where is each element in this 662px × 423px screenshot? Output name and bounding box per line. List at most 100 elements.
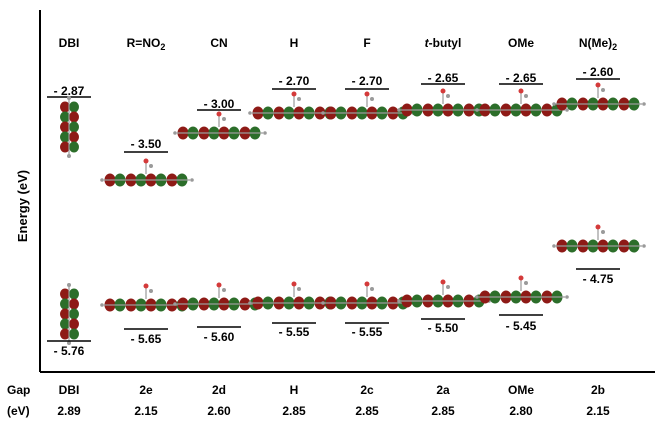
gap-compound-label: H: [290, 383, 299, 397]
substituent-atom: [440, 279, 446, 285]
orbital-lobe: [60, 101, 70, 113]
substituent-atom: [216, 111, 222, 117]
terminal-atom: [263, 131, 267, 135]
terminal-atom: [565, 108, 569, 112]
gap-value: 2.89: [57, 404, 81, 418]
terminal-atom: [173, 131, 177, 135]
terminal-atom: [67, 283, 71, 287]
column-header: H: [290, 36, 299, 50]
terminal-atom: [642, 244, 646, 248]
substituent-atom: [222, 288, 226, 292]
column-header: OMe: [508, 36, 534, 50]
gap-compound-label: DBI: [59, 383, 80, 397]
substituent-atom: [524, 281, 528, 285]
orbital-lobe: [69, 131, 79, 143]
gap-value: 2.15: [586, 404, 610, 418]
terminal-atom: [173, 302, 177, 306]
homo-energy-label: - 5.55: [352, 325, 383, 339]
terminal-atom: [248, 301, 252, 305]
substituent-atom: [446, 285, 450, 289]
terminal-atom: [642, 102, 646, 106]
substituent-atom: [297, 97, 301, 101]
orbital-lobe: [69, 111, 79, 123]
lumo-energy-label: - 2.65: [506, 71, 537, 85]
column-header: F: [363, 36, 370, 50]
gap-compound-label: 2a: [436, 383, 450, 397]
substituent-atom: [222, 117, 226, 121]
substituent-atom: [446, 94, 450, 98]
lumo-energy-label: - 3.00: [204, 97, 235, 111]
terminal-atom: [67, 96, 71, 100]
gap-value: 2.60: [207, 404, 231, 418]
gap-value: 2.15: [134, 404, 158, 418]
orbital-lobe: [69, 141, 79, 153]
lumo-energy-label: - 2.60: [583, 65, 614, 79]
substituent-atom: [518, 275, 524, 281]
orbital-lobe: [60, 141, 70, 153]
lumo-orbital-image: [475, 88, 569, 117]
homo-orbital-image: [552, 224, 646, 253]
substituent-atom: [291, 91, 297, 97]
lumo-energy-label: - 2.70: [352, 74, 383, 88]
lumo-orbital-image: [397, 88, 491, 117]
homo-energy-label: - 5.45: [506, 319, 537, 333]
homo-orbital-image: [321, 281, 415, 310]
lumo-energy-label: - 2.65: [428, 71, 459, 85]
orbital-lobe: [60, 318, 70, 330]
substituent-atom: [143, 283, 149, 289]
terminal-atom: [248, 111, 252, 115]
column-header: CN: [210, 36, 227, 50]
terminal-atom: [67, 154, 71, 158]
orbital-lobe: [69, 318, 79, 330]
substituent-atom: [595, 82, 601, 88]
substituent-atom: [149, 164, 153, 168]
terminal-atom: [321, 301, 325, 305]
gap-value: 2.85: [355, 404, 379, 418]
column-header: DBI: [59, 36, 80, 50]
orbital-lobe: [69, 298, 79, 310]
substituent-atom: [440, 88, 446, 94]
gap-compound-label: 2d: [212, 383, 226, 397]
substituent-atom: [524, 94, 528, 98]
lumo-orbital-image: [173, 111, 267, 140]
gap-compound-label: 2b: [591, 383, 605, 397]
orbital-lobe: [69, 101, 79, 113]
substituent-atom: [370, 97, 374, 101]
gap-unit-label: (eV): [7, 404, 30, 418]
gap-value: 2.85: [431, 404, 455, 418]
lumo-energy-label: - 2.70: [279, 74, 310, 88]
column-header: R=NO2: [127, 36, 166, 52]
substituent-atom: [291, 281, 297, 287]
terminal-atom: [565, 295, 569, 299]
substituent-atom: [595, 224, 601, 230]
gap-value: 2.80: [509, 404, 533, 418]
terminal-atom: [475, 108, 479, 112]
orbital-lobe: [60, 111, 70, 123]
lumo-energy-label: - 2.87: [54, 84, 85, 98]
orbital-lobe: [60, 131, 70, 143]
orbital-lobe: [60, 328, 70, 340]
orbital-lobe: [60, 288, 70, 300]
gap-compound-label: 2c: [360, 383, 374, 397]
homo-orbital-image: [397, 279, 491, 308]
orbital-lobe: [60, 308, 70, 320]
substituent-atom: [601, 230, 605, 234]
terminal-atom: [100, 303, 104, 307]
gap-value: 2.85: [282, 404, 306, 418]
gap-compound-label: OMe: [508, 383, 534, 397]
orbital-lobe: [60, 298, 70, 310]
homo-energy-label: - 5.50: [428, 321, 459, 335]
orbital-lobe: [60, 121, 70, 133]
terminal-atom: [552, 102, 556, 106]
gap-row-label: Gap: [7, 383, 30, 397]
terminal-atom: [100, 178, 104, 182]
y-axis-label: Energy (eV): [15, 170, 30, 242]
substituent-atom: [518, 88, 524, 94]
homo-orbital-image: [173, 282, 267, 311]
homo-energy-label: - 5.55: [279, 325, 310, 339]
terminal-atom: [397, 108, 401, 112]
column-header: N(Me)2: [579, 36, 617, 52]
terminal-atom: [321, 111, 325, 115]
terminal-atom: [67, 341, 71, 345]
lumo-orbital-image: [60, 96, 79, 158]
